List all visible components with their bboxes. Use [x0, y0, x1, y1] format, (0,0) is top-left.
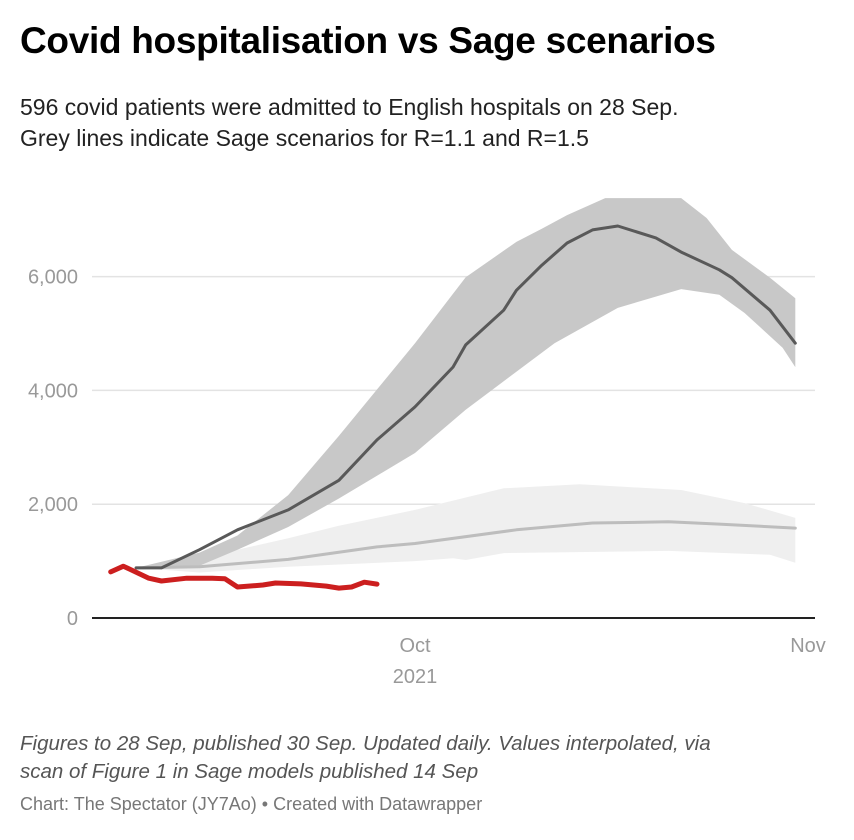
y-tick-label: 2,000	[28, 494, 78, 516]
notes-line-2: scan of Figure 1 in Sage models publishe…	[20, 760, 479, 783]
y-tick-label: 6,000	[28, 267, 78, 289]
series-line-r-1-1	[134, 520, 797, 570]
subtitle-line-2: Grey lines indicate Sage scenarios for R…	[20, 125, 589, 151]
x-tick-sublabel: 2021	[393, 666, 438, 688]
subtitle-line-1: 596 covid patients were admitted to Engl…	[20, 94, 679, 120]
scenario-band-r-1-5	[136, 198, 796, 568]
chart-subtitle: 596 covid patients were admitted to Engl…	[20, 92, 678, 154]
chart-credit: Chart: The Spectator (JY7Ao) • Created w…	[20, 794, 483, 814]
notes-line-1: Figures to 28 Sep, published 30 Sep. Upd…	[20, 732, 711, 755]
chart-notes: Figures to 28 Sep, published 30 Sep. Upd…	[20, 730, 711, 786]
chart-title: Covid hospitalisation vs Sage scenarios	[20, 20, 716, 61]
series-line-r-1-5	[134, 224, 797, 570]
y-tick-label: 0	[67, 608, 78, 630]
scenario-band-r-1-1	[136, 484, 796, 573]
series-line-actual-admissions	[108, 563, 380, 591]
y-tick-label: 4,000	[28, 380, 78, 402]
chart: 0 2,000 4,000 6,000 Oct 2021 Nov	[28, 198, 826, 688]
x-tick-label: Nov	[790, 635, 826, 657]
x-tick-label: Oct	[399, 635, 431, 657]
